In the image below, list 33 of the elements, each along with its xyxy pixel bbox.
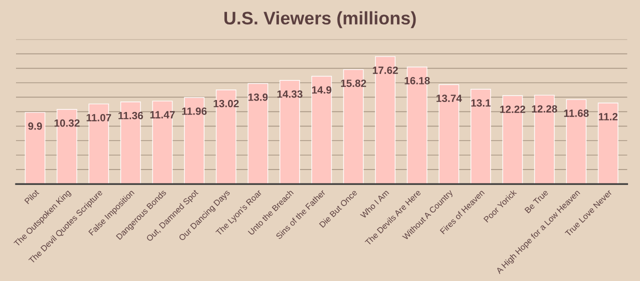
data-label: 17.62 [372, 66, 398, 74]
data-label: 11.07 [86, 114, 112, 122]
data-label: 11.47 [150, 111, 175, 118]
data-label: 16.18 [404, 76, 430, 84]
data-label: 11.2 [598, 113, 618, 120]
data-label: 12.22 [500, 106, 526, 113]
chart-title: U.S. Viewers (millions) [224, 11, 416, 28]
bar [248, 83, 268, 184]
data-label: 13.02 [214, 100, 239, 108]
bar [311, 76, 332, 184]
data-label: 12.28 [532, 105, 558, 113]
bar [24, 112, 46, 184]
data-label: 14.33 [277, 90, 302, 98]
data-label: 13.9 [248, 93, 268, 101]
x-tick-label: Pilot [24, 188, 40, 204]
bar [598, 102, 618, 184]
data-label: 9.9 [28, 122, 42, 130]
bar [120, 102, 141, 184]
data-label: 11.68 [564, 110, 589, 117]
bar [152, 100, 173, 184]
bar [56, 109, 78, 184]
bar [343, 69, 364, 184]
x-tick-label: Who I Am [360, 189, 390, 219]
data-label: 11.96 [182, 108, 207, 115]
x-tick-label: Be True [524, 189, 548, 214]
data-label: 13.1 [471, 99, 491, 107]
bar [88, 104, 109, 184]
data-label: 13.74 [436, 94, 462, 102]
data-label: 10.32 [54, 119, 80, 127]
data-label: 15.82 [341, 80, 366, 87]
data-label: 14.9 [312, 86, 332, 94]
data-label: 11.36 [118, 112, 143, 120]
bar [470, 88, 491, 184]
